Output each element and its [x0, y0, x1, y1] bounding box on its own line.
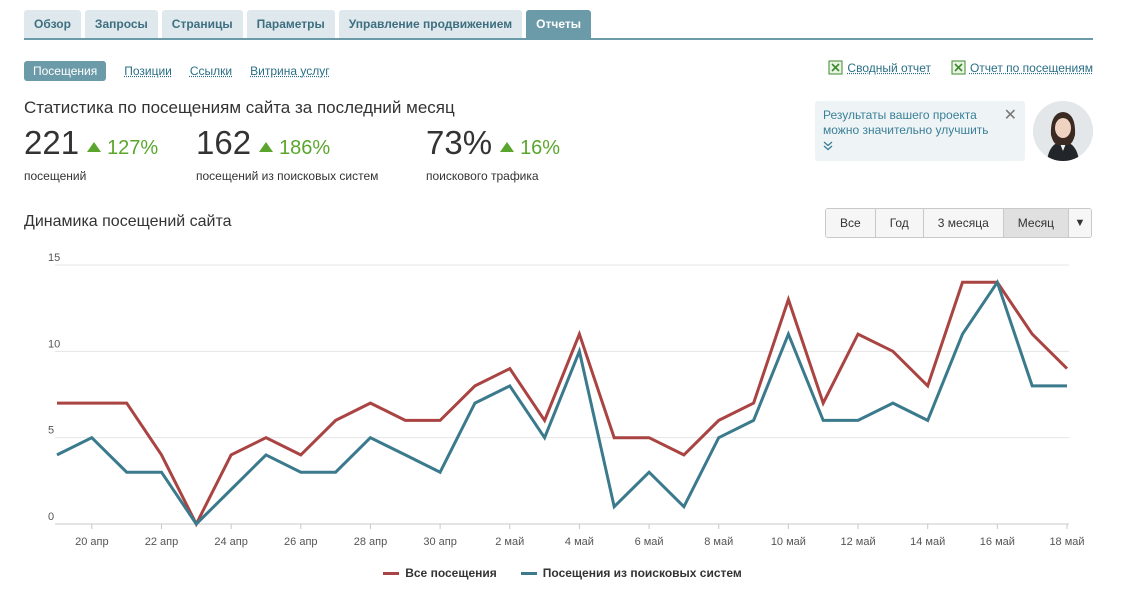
metric-value: 73%: [426, 124, 493, 161]
x-tick-label: 8 май: [704, 536, 733, 548]
dynamics-title: Динамика посещений сайта: [24, 213, 232, 230]
legend-item-all[interactable]: Все посещения: [383, 566, 497, 580]
metric-delta: 127%: [107, 137, 159, 159]
metric-caption: поискового трафика: [426, 169, 539, 183]
series-line-all-visits: [57, 280, 1069, 528]
series-line-search-visits: [56, 278, 1067, 527]
x-tick-label: 4 май: [565, 536, 594, 548]
period-selector: Все Год 3 месяца Месяц ▼: [825, 208, 1092, 238]
x-tick-label: 22 апр: [145, 536, 178, 548]
excel-icon: [951, 60, 966, 75]
visits-report-link[interactable]: Отчет по посещениям: [951, 60, 1093, 75]
y-tick-label: 10: [48, 338, 60, 350]
chart-legend: Все посещения Посещения из поисковых сис…: [0, 566, 1125, 580]
summary-report-link[interactable]: Сводный отчет: [828, 60, 931, 75]
stats-title: Статистика по посещениям сайта за послед…: [24, 98, 455, 117]
x-tick-label: 14 май: [910, 536, 945, 548]
metric-search-visits: 162 186% посещений из поисковых систем: [196, 124, 378, 183]
promo-text: Результаты вашего проекта можно значител…: [823, 108, 989, 137]
x-tick-label: 2 май: [495, 536, 524, 548]
metric-delta: 186%: [279, 137, 331, 159]
x-tick-label: 24 апр: [214, 536, 247, 548]
subtab-visits[interactable]: Посещения: [24, 61, 107, 81]
x-tick-label: 6 май: [635, 536, 664, 548]
up-arrow-icon: [259, 142, 274, 152]
tab-queries[interactable]: Запросы: [84, 10, 158, 38]
metric-value: 221: [24, 124, 80, 161]
report-links: Сводный отчет Отчет по посещениям: [828, 60, 1093, 75]
up-arrow-icon: [87, 142, 102, 152]
chevron-down-icon[interactable]: [823, 141, 833, 154]
metric-caption: посещений из поисковых систем: [196, 169, 379, 183]
avatar: [1033, 101, 1093, 161]
x-tick-label: 10 май: [771, 536, 806, 548]
tab-promotion[interactable]: Управление продвижением: [338, 10, 523, 38]
x-tick-label: 26 апр: [284, 536, 317, 548]
legend-item-search[interactable]: Посещения из поисковых систем: [520, 566, 742, 580]
subtab-links[interactable]: Ссылки: [189, 64, 233, 78]
legend-label: Посещения из поисковых систем: [542, 566, 742, 580]
visits-report-label: Отчет по посещениям: [969, 60, 1093, 75]
legend-swatch: [383, 571, 400, 575]
period-year-button[interactable]: Год: [875, 209, 924, 237]
summary-report-label: Сводный отчет: [847, 60, 931, 75]
y-tick-label: 5: [48, 425, 54, 437]
x-tick-label: 28 апр: [354, 536, 387, 548]
x-tick-label: 20 апр: [75, 536, 108, 548]
period-month-button[interactable]: Месяц: [1003, 209, 1069, 237]
metric-search-share: 73% 16% поискового трафика: [426, 124, 560, 183]
y-tick-label: 15: [48, 252, 60, 264]
close-icon[interactable]: ✕: [1003, 107, 1017, 124]
x-tick-label: 18 май: [1049, 536, 1084, 548]
metric-caption: посещений: [24, 169, 87, 183]
metric-delta: 16%: [520, 137, 561, 159]
top-tabs: Обзор Запросы Страницы Параметры Управле…: [24, 10, 591, 38]
subtab-services[interactable]: Витрина услуг: [250, 64, 330, 78]
sub-tabs: Посещения Позиции Ссылки Витрина услуг: [24, 61, 330, 81]
legend-swatch: [520, 571, 537, 575]
tab-reports[interactable]: Отчеты: [526, 10, 591, 38]
x-tick-label: 30 апр: [423, 536, 456, 548]
period-all-button[interactable]: Все: [826, 209, 876, 237]
subtab-positions[interactable]: Позиции: [124, 64, 172, 78]
metric-value: 162: [196, 124, 252, 161]
metric-visits: 221 127% посещений: [24, 124, 158, 183]
x-tick-label: 12 май: [840, 536, 875, 548]
tab-pages[interactable]: Страницы: [161, 10, 243, 38]
x-tick-label: 16 май: [980, 536, 1015, 548]
up-arrow-icon: [500, 142, 515, 152]
tab-parameters[interactable]: Параметры: [246, 10, 335, 38]
legend-label: Все посещения: [405, 566, 497, 580]
tab-overview[interactable]: Обзор: [24, 10, 81, 38]
excel-icon: [828, 60, 843, 75]
dropdown-arrow-icon[interactable]: ▼: [1068, 209, 1091, 237]
period-3months-button[interactable]: 3 месяца: [923, 209, 1004, 237]
tabs-divider: [24, 38, 1093, 40]
y-tick-label: 0: [48, 511, 54, 523]
promo-banner[interactable]: Результаты вашего проекта можно значител…: [815, 101, 1025, 161]
